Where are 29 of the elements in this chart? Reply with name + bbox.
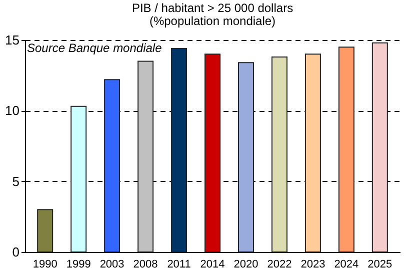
x-tick-label: 2025	[368, 258, 392, 270]
bar	[238, 62, 254, 252]
x-tick-label: 2024	[334, 258, 359, 270]
y-tick-label: 0	[12, 244, 20, 260]
bar	[37, 209, 54, 252]
y-tick-label: 10	[5, 103, 20, 118]
y-tick-label: 5	[12, 174, 20, 189]
bar	[304, 54, 321, 252]
x-tick-label: 1999	[66, 258, 91, 270]
x-tick-label: 2023	[300, 258, 326, 270]
bar	[372, 42, 388, 252]
bar	[338, 46, 354, 252]
x-tick-label: 2014	[200, 258, 225, 270]
annotation: Source Banque mondiale	[27, 41, 162, 55]
x-tick-label: 2011	[167, 258, 191, 270]
bar	[104, 79, 120, 252]
bar	[70, 106, 87, 252]
x-tick-label: 2008	[133, 258, 158, 270]
x-tick-label: 2020	[234, 258, 258, 270]
x-tick-label: 1990	[32, 258, 58, 270]
bar	[138, 60, 154, 252]
y-tick-label: 15	[5, 32, 20, 48]
chart-title: PIB / habitant > 25 000 dollars	[132, 1, 294, 15]
chart-subtitle: (%population mondiale)	[149, 14, 276, 28]
x-tick-label: 2003	[100, 258, 124, 270]
bar	[204, 54, 220, 252]
bar	[271, 56, 288, 252]
x-tick-label: 2022	[267, 258, 292, 270]
bar	[171, 48, 188, 252]
